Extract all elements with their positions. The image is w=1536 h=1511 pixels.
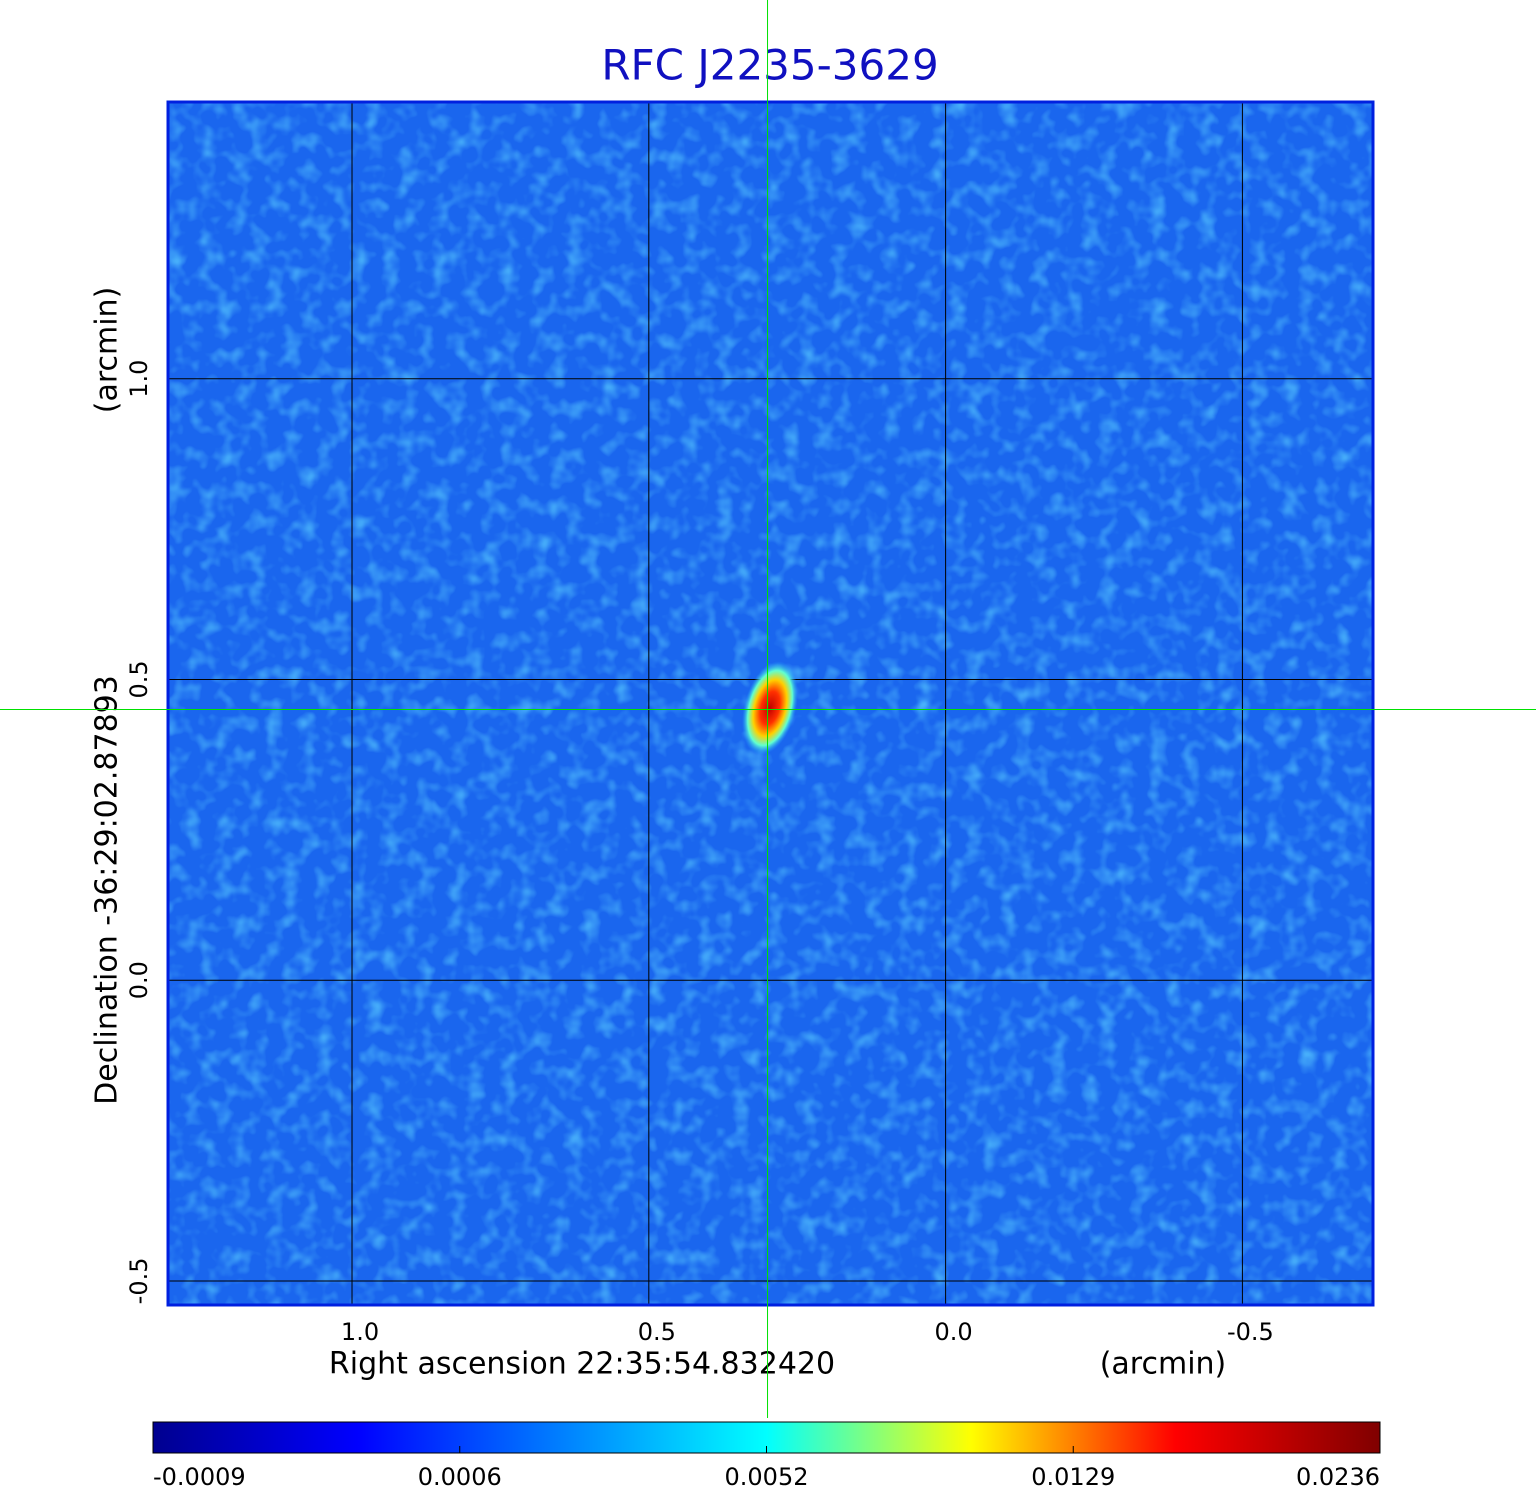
colorbar-tick-label: 0.0129: [1031, 1463, 1115, 1491]
y-tick-label: 0.0: [125, 961, 153, 999]
x-tick-label: 0.0: [935, 1318, 973, 1346]
colorbar-tick-label: 0.0052: [725, 1463, 809, 1491]
x-tick-label: 1.0: [341, 1318, 379, 1346]
colorbar-tick-label: 0.0006: [418, 1463, 502, 1491]
x-axis-label: Right ascension 22:35:54.832420: [329, 1347, 835, 1382]
x-tick-label: -0.5: [1227, 1318, 1274, 1346]
y-tick-label: 0.5: [125, 660, 153, 698]
y-tick-label: -0.5: [125, 1258, 153, 1305]
y-axis-unit: (arcmin): [90, 287, 125, 414]
chart-title: RFC J2235-3629: [601, 41, 938, 90]
colorbar-tick-label: 0.0236: [1296, 1463, 1380, 1491]
x-tick-label: 0.5: [638, 1318, 676, 1346]
y-axis-label: Declination -36:29:02.87893: [90, 675, 125, 1105]
frame: [166, 100, 1375, 1307]
source-blob: [741, 661, 799, 755]
y-tick-label: 1.0: [125, 360, 153, 398]
colorbar-tick-label: -0.0009: [153, 1463, 246, 1491]
x-axis-unit: (arcmin): [1100, 1347, 1227, 1382]
